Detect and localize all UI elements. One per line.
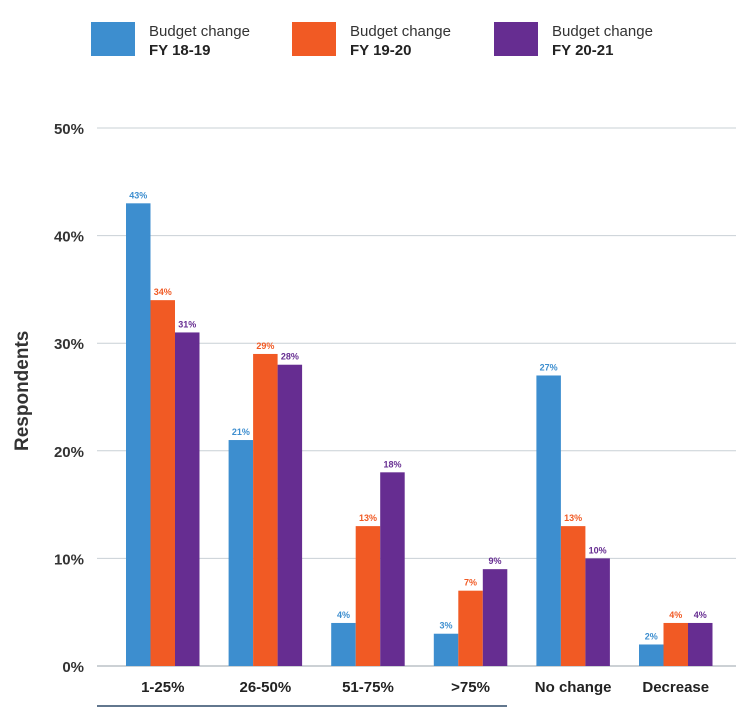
bar xyxy=(639,644,664,666)
data-label: 4% xyxy=(337,610,350,620)
y-tick-label: 20% xyxy=(54,444,84,461)
legend-label-line2: FY 18-19 xyxy=(149,42,211,59)
bar xyxy=(688,622,713,666)
data-label: 13% xyxy=(359,513,377,523)
legend-label-line2: FY 20-21 xyxy=(552,42,614,59)
bar xyxy=(560,526,586,666)
data-label: 7% xyxy=(464,578,477,588)
x-tick-label: 1-25% xyxy=(141,679,184,696)
data-label: 4% xyxy=(694,610,707,620)
legend-swatch xyxy=(91,22,135,56)
bar xyxy=(355,526,381,666)
legend-swatch xyxy=(494,22,538,56)
y-tick-label: 30% xyxy=(54,336,84,353)
data-label: 4% xyxy=(669,610,682,620)
legend-item-fy19-20: Budget change FY 19-20 xyxy=(292,22,451,60)
bar xyxy=(277,364,303,666)
bar xyxy=(536,375,561,666)
legend-item-fy20-21: Budget change FY 20-21 xyxy=(494,22,653,60)
bar xyxy=(433,633,459,666)
y-tick-label: 0% xyxy=(62,659,84,676)
legend-label-line2: FY 19-20 xyxy=(350,42,412,59)
legend-label-line1: Budget change xyxy=(149,23,250,40)
data-label: 34% xyxy=(154,287,172,297)
data-label: 9% xyxy=(489,556,502,566)
data-label: 10% xyxy=(589,545,607,555)
bar xyxy=(663,622,688,666)
bar xyxy=(253,353,278,666)
bar xyxy=(482,569,508,666)
y-tick-label: 50% xyxy=(54,121,84,138)
bar xyxy=(331,622,356,666)
x-tick-label: 26-50% xyxy=(239,679,291,696)
data-label: 43% xyxy=(129,190,147,200)
data-label: 3% xyxy=(440,621,453,631)
bar xyxy=(228,440,254,666)
x-tick-label: >75% xyxy=(451,679,490,696)
data-label: 29% xyxy=(256,341,274,351)
bar xyxy=(150,300,175,666)
data-label: 27% xyxy=(540,362,558,372)
data-label: 31% xyxy=(178,319,196,329)
bar xyxy=(380,472,405,666)
legend-swatch xyxy=(292,22,336,56)
legend-label-line1: Budget change xyxy=(552,23,653,40)
bar xyxy=(585,558,610,666)
legend-label-line1: Budget change xyxy=(350,23,451,40)
data-label: 21% xyxy=(232,427,250,437)
y-tick-label: 10% xyxy=(54,551,84,568)
data-label: 28% xyxy=(281,352,299,362)
y-tick-label: 40% xyxy=(54,229,84,246)
bar xyxy=(126,203,151,666)
legend-item-fy18-19: Budget change FY 18-19 xyxy=(91,22,250,60)
x-tick-label: 51-75% xyxy=(342,679,394,696)
bar xyxy=(458,590,483,666)
data-label: 18% xyxy=(383,459,401,469)
x-tick-label: Decrease xyxy=(642,679,709,696)
bar xyxy=(175,332,200,666)
x-tick-label: No change xyxy=(535,679,612,696)
data-label: 13% xyxy=(564,513,582,523)
data-label: 2% xyxy=(645,631,658,641)
